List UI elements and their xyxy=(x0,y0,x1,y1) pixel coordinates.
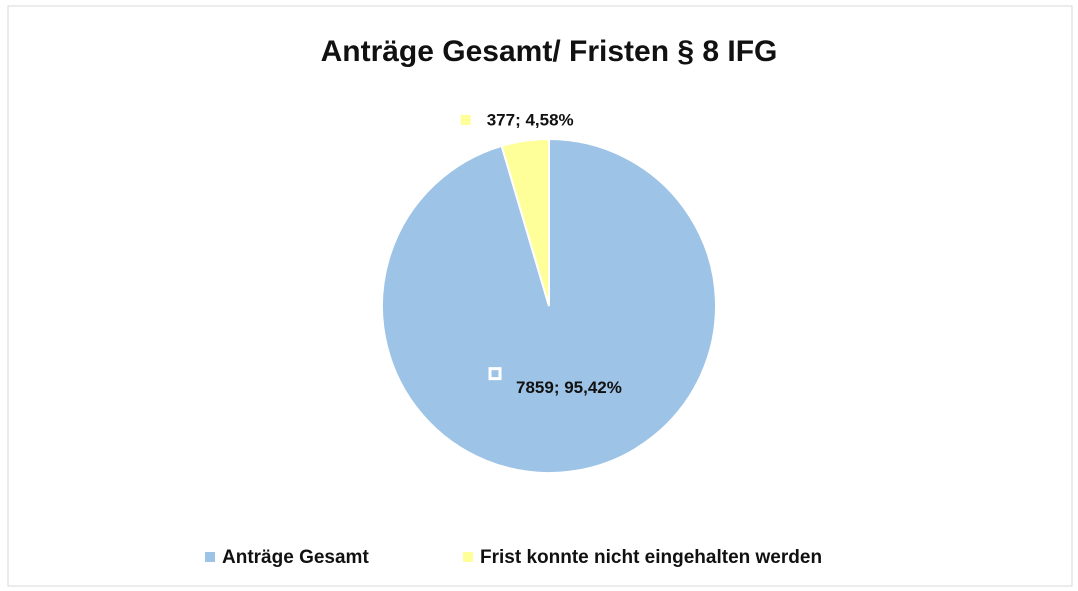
data-label: 377; 4,58% xyxy=(487,110,574,129)
legend-label: Frist konnte nicht eingehalten werden xyxy=(480,547,822,568)
data-label: 7859; 95,42% xyxy=(516,378,622,397)
legend-swatch xyxy=(205,552,215,562)
legend-swatch xyxy=(463,552,473,562)
data-label-key xyxy=(460,114,471,125)
legend-label: Anträge Gesamt xyxy=(222,547,369,568)
chart-title: Anträge Gesamt/ Fristen § 8 IFG xyxy=(321,35,778,68)
pie-slice xyxy=(500,137,550,307)
data-label-key xyxy=(488,367,502,381)
